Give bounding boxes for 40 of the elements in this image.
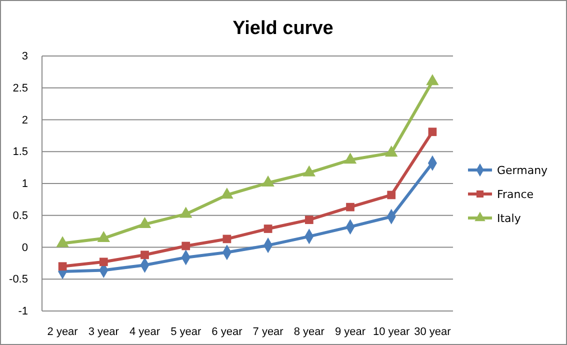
point <box>220 188 234 199</box>
x-tick-label: 2 year <box>47 326 78 338</box>
y-tick-label: 2 <box>22 114 28 126</box>
point <box>140 250 149 260</box>
point <box>426 74 439 86</box>
x-tick-label: 7 year <box>252 326 284 338</box>
y-tick-label: -0.5 <box>9 274 28 286</box>
point <box>387 190 396 200</box>
y-tick-label: 0 <box>22 242 28 254</box>
point <box>428 128 437 136</box>
y-tick-label: 0.5 <box>12 210 28 222</box>
y-tick-label: 1 <box>22 178 28 190</box>
legend-label: Germany <box>497 164 548 177</box>
x-tick-label: 3 year <box>88 326 120 338</box>
point <box>264 224 272 233</box>
x-tick-label: 9 year <box>334 326 366 338</box>
point <box>262 176 274 187</box>
legend-label: Italy <box>497 212 522 225</box>
x-tick-label: 4 year <box>129 326 160 338</box>
x-tick-label: 6 year <box>212 326 243 338</box>
chart-title: Yield curve <box>232 18 334 39</box>
y-tick-label: 1.5 <box>12 146 28 158</box>
x-tick-label: 10 year <box>373 326 410 338</box>
point <box>346 202 354 212</box>
point <box>179 206 192 218</box>
x-tick-label: 8 year <box>294 326 325 338</box>
point <box>384 146 398 157</box>
x-tick-label: 30 year <box>414 326 452 338</box>
point <box>304 216 314 224</box>
point <box>302 165 316 176</box>
y-tick-label: -1 <box>18 306 28 318</box>
y-tick-label: 2.5 <box>12 82 28 94</box>
point <box>344 152 357 164</box>
point <box>222 234 232 244</box>
y-tick-label: 3 <box>22 50 28 63</box>
point <box>58 262 67 271</box>
point <box>182 242 190 250</box>
point <box>99 258 108 266</box>
legend-label: France <box>497 188 534 201</box>
x-tick-label: 5 year <box>170 326 202 338</box>
